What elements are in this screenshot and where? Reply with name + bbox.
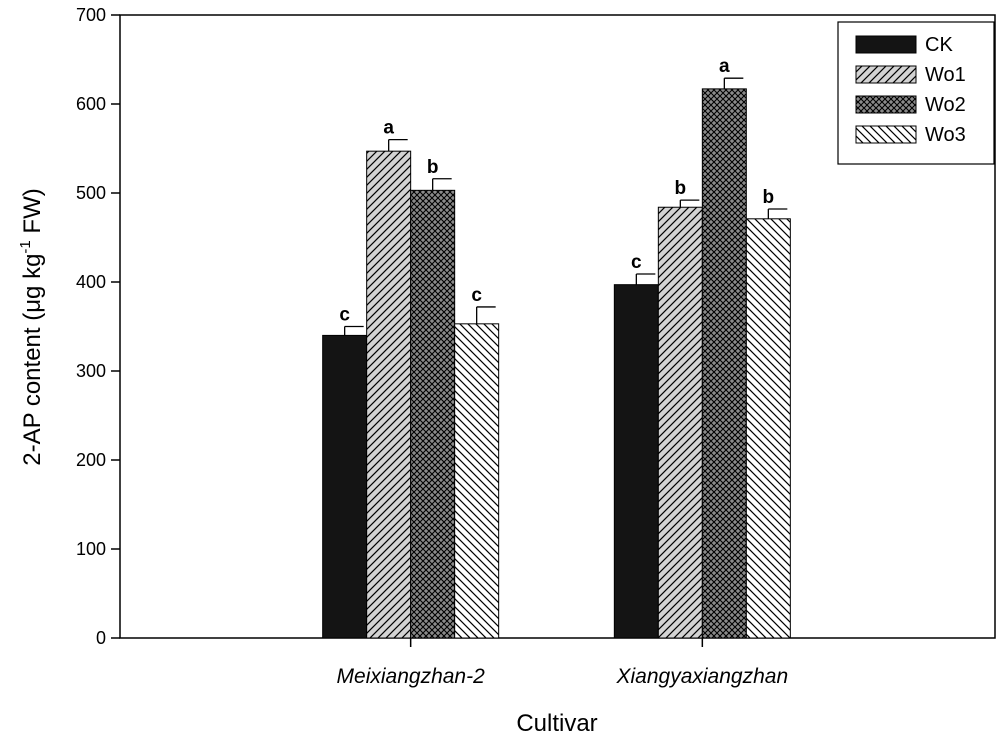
y-tick-label: 400 [76, 272, 106, 292]
y-axis: 0 100 200 300 400 500 600 700 [76, 5, 120, 648]
significance-letter: a [383, 118, 394, 139]
bar-wo2-2 [701, 88, 747, 639]
y-tick-label: 200 [76, 450, 106, 470]
legend-swatch-wo3 [855, 125, 917, 144]
y-tick-label: 600 [76, 94, 106, 114]
legend-swatch-wo2 [855, 95, 917, 114]
y-axis-title-tail: FW) [19, 188, 46, 240]
bars [322, 88, 791, 639]
significance-letter: c [339, 305, 350, 326]
legend-label-wo3: Wo3 [925, 124, 966, 146]
significance-letter: c [471, 285, 482, 306]
bar-wo3-1 [454, 323, 500, 639]
x-tick-label: Xiangyaxiangzhan [616, 665, 789, 688]
error-bars [344, 77, 788, 336]
legend-label-wo2: Wo2 [925, 94, 966, 116]
plot-frame [119, 14, 996, 639]
legend-label-wo1: Wo1 [925, 64, 966, 86]
bar-wo3-2 [745, 218, 791, 639]
x-axis: Meixiangzhan-2 Xiangyaxiangzhan [337, 638, 789, 688]
bar-wo1-2 [657, 206, 703, 639]
significance-letter: b [675, 178, 687, 199]
y-tick-label: 100 [76, 539, 106, 559]
y-axis-title-superscript: -1 [17, 240, 34, 253]
significance-letters: c a b c c b a b [339, 56, 774, 325]
legend-swatch-wo1 [855, 65, 917, 84]
y-axis-title-main: 2-AP content (μg kg [19, 254, 46, 466]
y-tick-label: 700 [76, 5, 106, 25]
bar-ck-1 [322, 334, 368, 639]
bar-wo2-1 [410, 189, 456, 639]
significance-letter: b [763, 187, 775, 208]
bar-ck-2 [613, 284, 659, 639]
y-tick-label: 500 [76, 183, 106, 203]
plot-area-border [119, 14, 996, 639]
y-tick-label: 300 [76, 361, 106, 381]
significance-letter: a [719, 56, 730, 77]
y-tick-label: 0 [96, 628, 106, 648]
x-axis-title: Cultivar [516, 710, 597, 737]
significance-letter: b [427, 157, 439, 178]
bar-wo1-1 [366, 150, 412, 639]
x-tick-label: Meixiangzhan-2 [337, 665, 486, 688]
significance-letter: c [631, 252, 642, 273]
y-axis-title: 2-AP content (μg kg-1 FW) [17, 188, 46, 466]
legend-swatch-ck [855, 35, 917, 54]
legend-label-ck: CK [925, 34, 953, 56]
legend: CK Wo1 Wo2 Wo3 [837, 21, 995, 165]
